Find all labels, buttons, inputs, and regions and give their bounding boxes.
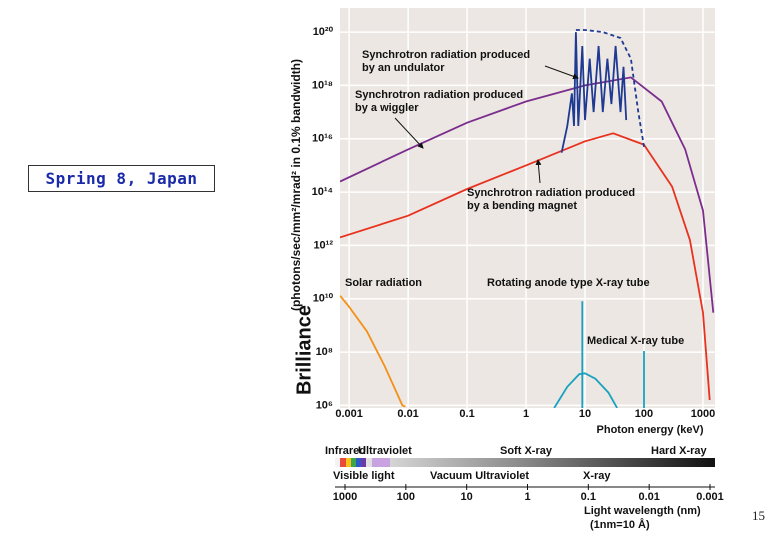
annotation: Synchrotron radiation produced [467, 187, 635, 199]
series-line [340, 132, 711, 401]
visible-band [340, 458, 390, 467]
y-tick-label: 10⁶ [316, 399, 333, 411]
x-tick-label: 10 [579, 408, 591, 420]
page-number: 15 [752, 508, 765, 523]
annotation: Medical X-ray tube [587, 335, 684, 347]
series-line [575, 29, 645, 147]
arrow [394, 117, 424, 149]
annotation: by a bending magnet [467, 200, 577, 212]
series-line [553, 372, 618, 408]
x-tick-label: 1000 [691, 408, 715, 420]
y-tick-label: 10¹⁰ [313, 293, 334, 305]
band-label: Hard X-ray [651, 445, 708, 457]
y-tick-label: 10²⁰ [313, 26, 334, 38]
wavelength-note: (1nm=10 Å) [590, 518, 650, 531]
y-tick-label: 10¹² [313, 239, 333, 251]
band-label: Vacuum Ultraviolet [430, 470, 529, 482]
annotation-arrows [394, 65, 579, 184]
wavelength-tick-label: 100 [397, 491, 415, 503]
y-tick-label: 10¹⁶ [312, 133, 333, 145]
x-tick-label: 0.001 [335, 408, 363, 420]
annotation: by an undulator [362, 62, 445, 74]
y-tick-label: 10⁸ [316, 346, 333, 358]
slide-label: Spring 8, Japan [28, 165, 215, 192]
arrow [535, 159, 542, 184]
wavelength-tick-label: 10 [461, 491, 473, 503]
annotation: by a wiggler [355, 102, 419, 114]
x-tick-label: 100 [635, 408, 653, 420]
x-label: Photon energy (keV) [597, 424, 704, 436]
series-line [340, 76, 715, 313]
annotation: Synchrotron radiation produced [355, 89, 523, 101]
wavelength-tick-label: 0.001 [696, 491, 724, 503]
wavelength-tick-label: 1000 [333, 491, 357, 503]
y-sublabel: (photons/sec/mm²/mrad² in 0.1% bandwidth… [289, 59, 303, 311]
wavelength-tick-label: 0.1 [581, 491, 596, 503]
band-label: Infrared [325, 445, 366, 457]
series-line [340, 295, 406, 408]
spectrum-bar [335, 458, 715, 467]
annotation: Rotating anode type X-ray tube [487, 277, 650, 289]
annotation: Solar radiation [345, 277, 422, 289]
series-line [560, 32, 628, 153]
wavelength-label: Light wavelength (nm) [584, 505, 701, 517]
band-label: Visible light [333, 470, 395, 482]
band-label: Soft X-ray [500, 445, 553, 457]
annotation: Synchrotron radiation produced [362, 49, 530, 61]
arrow [544, 65, 579, 80]
y-label: Brilliance [293, 305, 315, 395]
x-tick-label: 1 [523, 408, 529, 420]
y-tick-label: 10¹⁴ [312, 186, 333, 198]
band-label: Ultraviolet [358, 445, 412, 457]
plot-area [340, 8, 715, 408]
y-tick-label: 10¹⁸ [312, 79, 333, 91]
band-label: X-ray [583, 470, 611, 482]
x-tick-label: 0.01 [397, 408, 418, 420]
wavelength-tick-label: 0.01 [638, 491, 659, 503]
x-tick-label: 0.1 [459, 408, 474, 420]
wavelength-tick-label: 1 [524, 491, 530, 503]
